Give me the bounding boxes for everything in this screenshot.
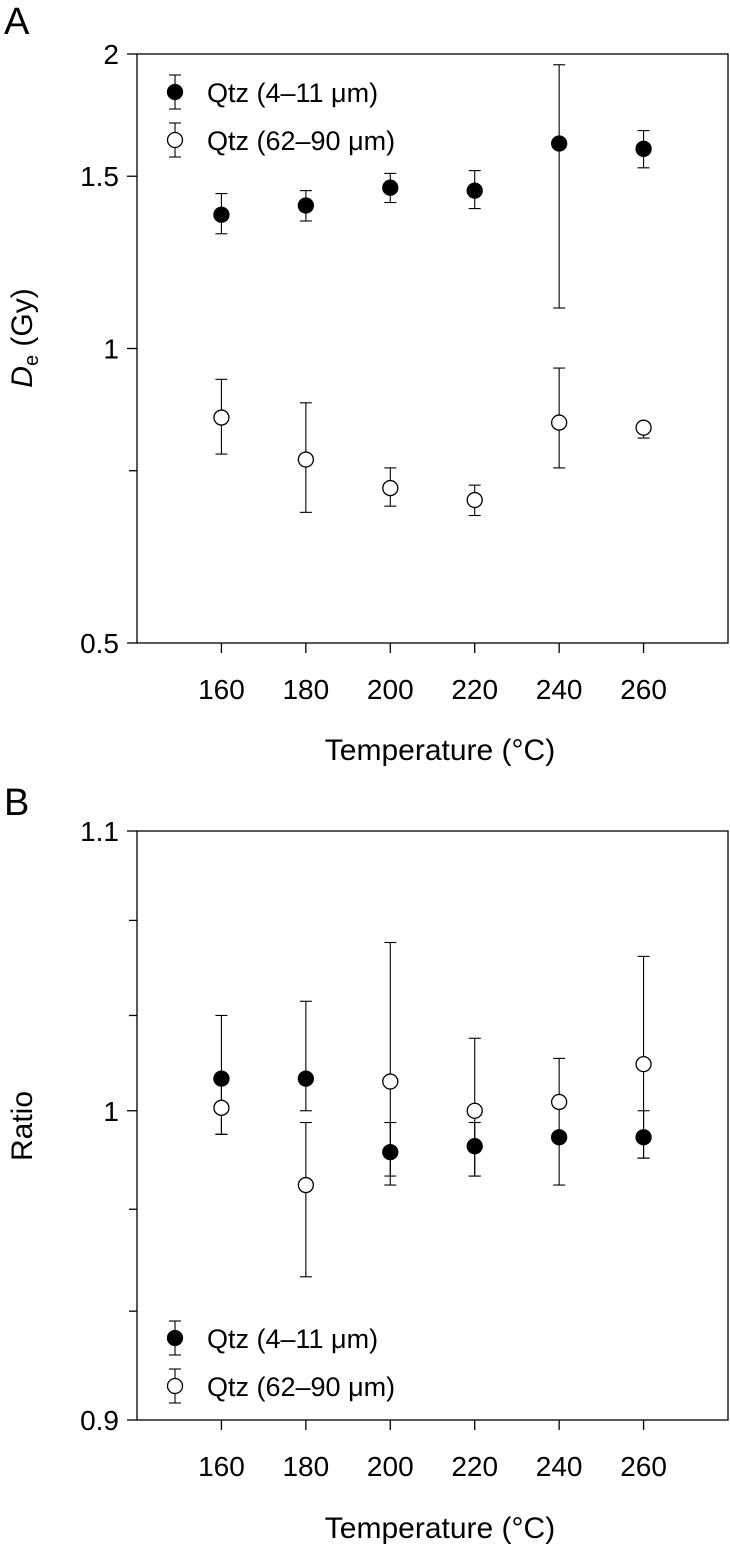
data-point-open: [550, 1093, 568, 1111]
panel-b-data-marks: [213, 941, 652, 1278]
x-tick-label: 220: [451, 1451, 498, 1482]
data-point-open: [550, 414, 568, 431]
panel-b-legend: Qtz (4–11 μm) Qtz (62–90 μm): [166, 1320, 395, 1404]
x-tick-label: 160: [198, 674, 245, 705]
y-tick-label: 0.5: [80, 628, 119, 659]
data-point-open: [297, 451, 315, 468]
x-tick-label: 160: [198, 1451, 245, 1482]
data-point-open: [635, 1056, 652, 1073]
panel-b-y-axis-label: Ratio: [6, 1091, 39, 1161]
panel-a-y-axis: 0.5 1 1.5 2: [80, 39, 137, 659]
panel-a-letter: A: [4, 1, 30, 43]
data-point-open: [382, 1073, 399, 1090]
legend-entry-label: Qtz (62–90 μm): [207, 126, 395, 156]
y-tick-label: 0.9: [80, 1405, 119, 1436]
x-tick-label: 240: [536, 1451, 583, 1482]
data-point-open: [297, 1176, 315, 1194]
panel-a-x-axis-label: Temperature (°C): [325, 734, 555, 767]
data-point-filled: [213, 206, 230, 223]
y-tick-label: 1.5: [80, 161, 119, 192]
x-tick-label: 200: [367, 1451, 414, 1482]
legend-entry-label: Qtz (4–11 μm): [207, 78, 378, 108]
data-point-filled: [297, 197, 315, 214]
legend-entry-label: Qtz (4–11 μm): [207, 1324, 378, 1354]
x-tick-label: 200: [367, 674, 414, 705]
panel-a-x-axis: 160 180 200 220 240 260: [198, 643, 667, 705]
panel-b-x-axis-label: Temperature (°C): [325, 1512, 555, 1545]
x-tick-label: 240: [536, 674, 583, 705]
data-point-filled: [466, 182, 483, 199]
x-tick-label: 180: [282, 1451, 329, 1482]
data-point-open: [635, 419, 652, 436]
data-point-open: [466, 491, 483, 509]
data-point-filled: [297, 1070, 315, 1087]
panel-a-legend: Qtz (4–11 μm) Qtz (62–90 μm): [166, 74, 395, 158]
panel-a-data-marks: [213, 64, 652, 517]
panel-a-y-axis-label: De (Gy): [6, 288, 43, 387]
y-tick-label: 1: [103, 334, 119, 365]
legend-marker-open: [166, 1377, 184, 1395]
data-point-filled: [382, 179, 399, 196]
legend-marker-open: [166, 131, 184, 149]
y-tick-label: 2: [103, 39, 119, 70]
panel-b-y-axis: 0.9 1 1.1: [80, 816, 137, 1436]
panel-b: B 0.9 1 1.1 160 180 200 220 240 260 Qtz (4–11 μ…: [4, 782, 729, 1545]
panel-b-letter: B: [4, 782, 29, 824]
legend-marker-filled: [166, 83, 184, 101]
y-tick-label: 1.1: [80, 816, 119, 847]
data-point-open: [213, 1099, 230, 1116]
data-point-filled: [550, 135, 568, 152]
panel-b-plot-area: [136, 830, 729, 1421]
x-tick-label: 260: [620, 1451, 667, 1482]
panel-b-x-axis: 160 180 200 220 240 260: [198, 1420, 667, 1482]
data-point-open: [382, 479, 399, 497]
panel-a: A 0.5 1 1.5 2 160 180 200 220 240 260 Qtz (4–11 …: [4, 1, 729, 767]
data-point-open: [466, 1102, 483, 1119]
legend-entry-label: Qtz (62–90 μm): [207, 1372, 395, 1402]
y-tick-label: 1: [103, 1096, 119, 1127]
data-point-filled: [635, 140, 652, 157]
legend-marker-filled: [166, 1329, 184, 1347]
data-point-open: [213, 409, 230, 426]
x-tick-label: 220: [451, 674, 498, 705]
x-tick-label: 260: [620, 674, 667, 705]
x-tick-label: 180: [282, 674, 329, 705]
